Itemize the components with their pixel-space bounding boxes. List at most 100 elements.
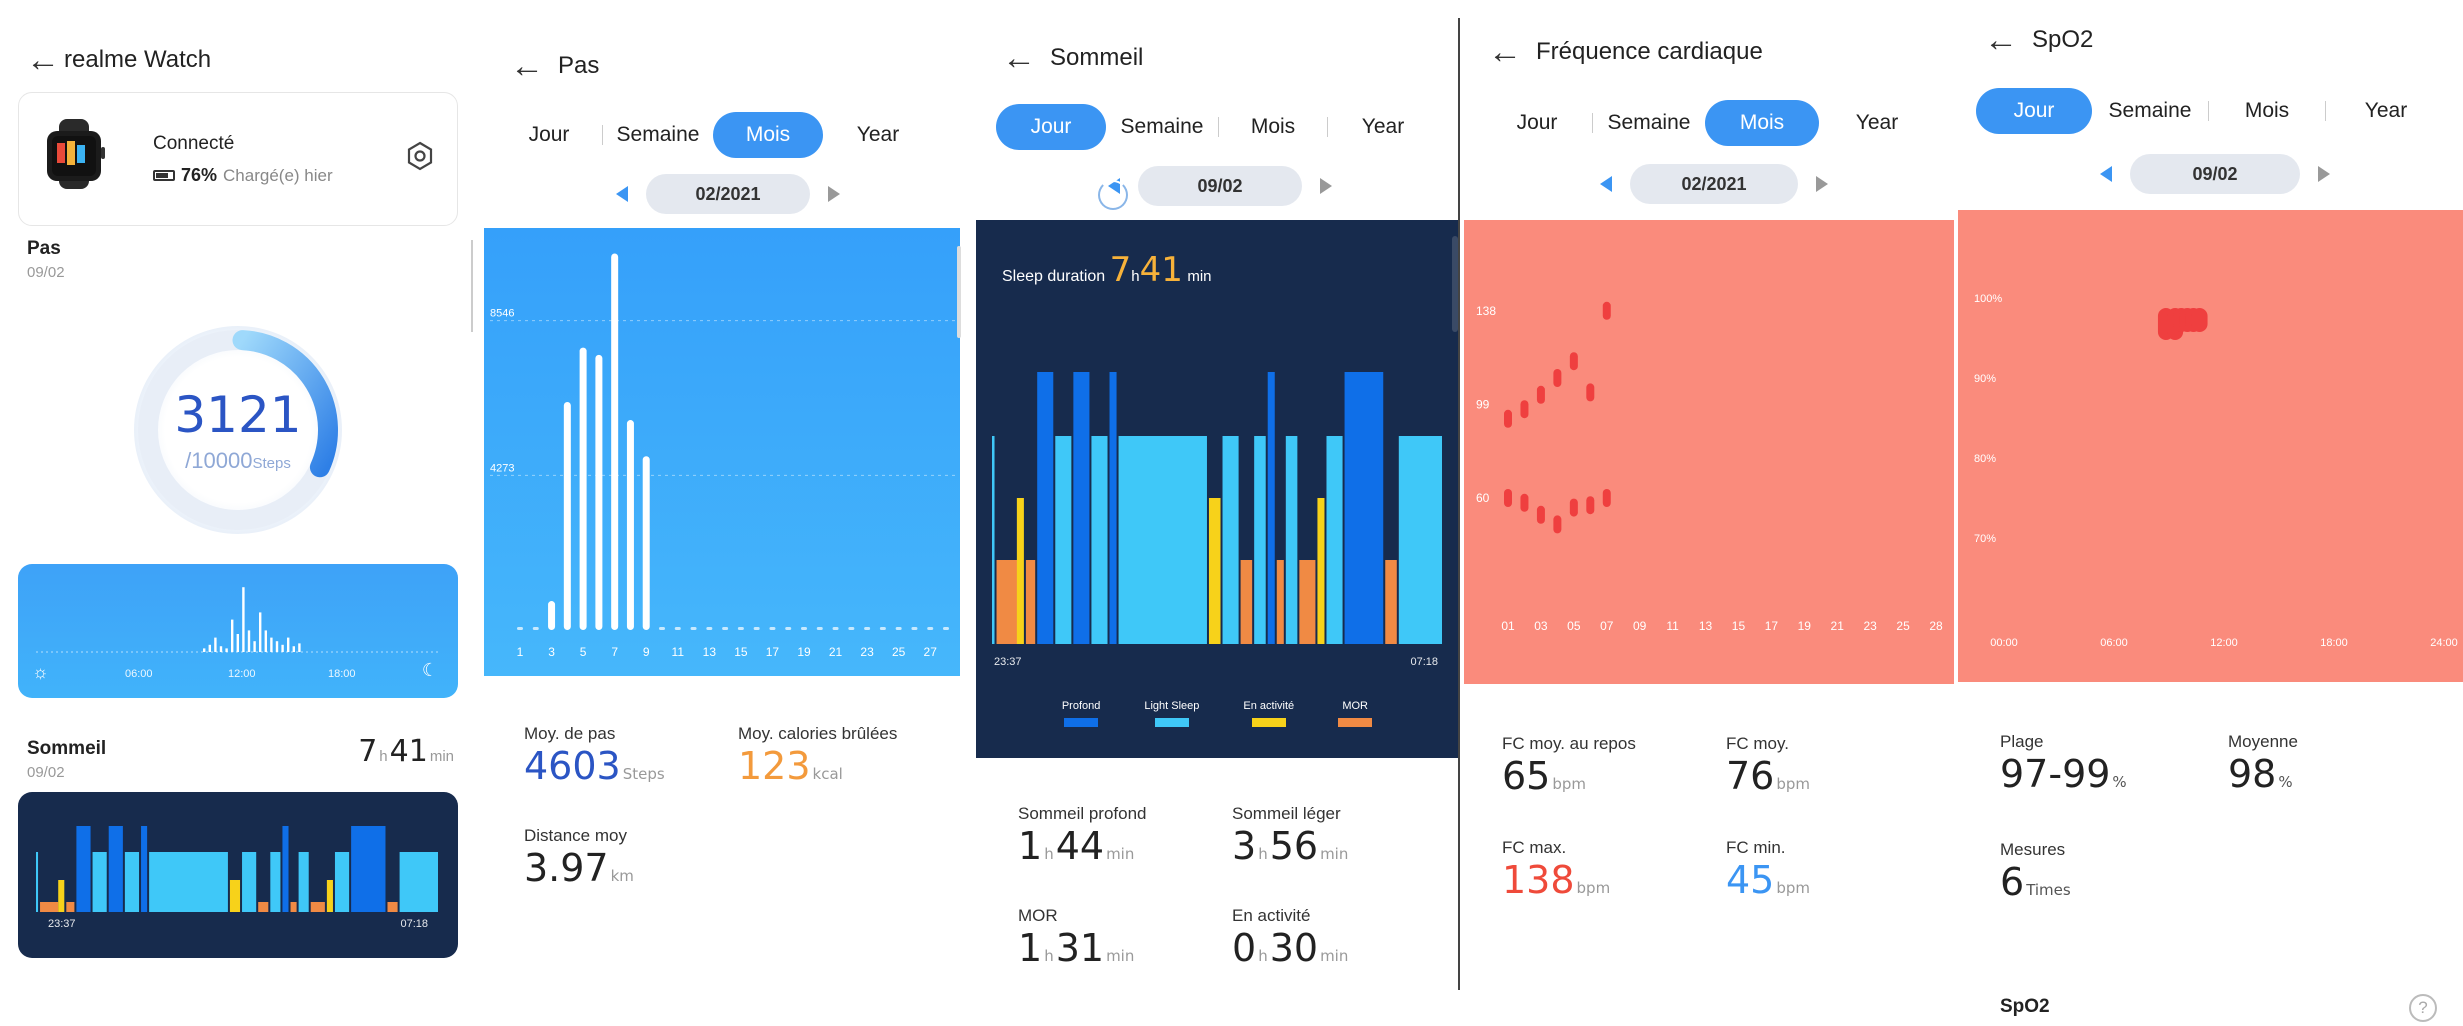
tab-jour[interactable]: Jour [528,123,570,146]
hr-point [1586,383,1595,402]
date-label[interactable]: 02/2021 [1630,164,1798,204]
tab-year[interactable]: Year [856,123,900,146]
steps-value: 3121 [174,386,302,444]
light-hours: 3 [1232,824,1257,868]
prev-date-icon[interactable] [1600,176,1612,192]
tab-semaine[interactable]: Semaine [1607,111,1691,134]
tab-mois[interactable]: Mois [1250,115,1296,138]
period-tabs: Jour Semaine Mois Year [996,104,1438,150]
sleep-stage-segment [1398,436,1442,644]
steps-chart[interactable]: 4273 8546 1 3 5 7 9 11 13 15 17 19 21 23 25 27 [484,228,960,676]
y-tick-label: 70% [1974,533,1996,545]
prev-date-icon[interactable] [2100,166,2112,182]
period-tabs: Jour Semaine Mois Year [1482,100,1935,146]
back-arrow-icon[interactable]: ← [1488,33,1522,71]
heart-rate-chart[interactable]: 60 99 138 01 03 05 07 09 11 13 15 17 19 21 23 25 28 [1464,220,1954,684]
tab-mois[interactable]: Mois [713,112,823,158]
avg-steps-unit: Steps [622,765,665,783]
scroll-indicator [471,240,473,332]
tab-semaine[interactable]: Semaine [616,123,700,146]
sleep-stage-segment [1299,560,1316,644]
tab-mois[interactable]: Mois [1705,100,1819,146]
measurements-label: Mesures [2000,840,2066,859]
help-icon[interactable]: ? [2409,994,2437,1022]
x-tick-label: 00:00 [1990,637,2018,649]
step-bar [642,456,650,630]
steps-mini-chart[interactable]: ☼ 06:00 12:00 18:00 ☾ [18,564,458,698]
sleep-stage-segment [92,852,107,912]
steps-progress-arc [232,330,338,478]
x-tick-label: 06:00 [2100,637,2128,649]
x-tick-label: 21 [829,645,843,659]
mini-step-bar [298,643,301,652]
deep-sleep-value: 1 h44 min [1018,824,1134,868]
date-label[interactable]: 09/02 [1138,166,1302,206]
device-card[interactable]: Connecté 76% Chargé(e) hier [18,92,458,226]
sleep-stage-segment [124,852,140,912]
tab-year[interactable]: Year [2364,99,2408,122]
spo2-section-title: SpO2 [2000,996,2050,1017]
next-date-icon[interactable] [828,186,840,202]
steps-ring[interactable]: 3121 /10000Steps [128,320,348,540]
spo2-chart[interactable]: 70% 80% 90% 100% 00:00 06:00 12:00 18:00 24:00 [1958,210,2463,682]
next-date-icon[interactable] [2318,166,2330,182]
mini-step-bar [214,637,217,652]
sleep-duration-label: Sleep duration [1002,268,1106,285]
sleep-stage-segment [298,852,309,912]
steps-section-title: Pas [27,238,61,259]
back-arrow-icon[interactable]: ← [26,41,60,79]
sleep-chart[interactable]: Sleep duration 7h41 min 23:37 07:18 Prof… [976,220,1458,758]
avg-hr-value: 76 bpm [1726,754,1810,798]
page-title: SpO2 [2032,26,2094,53]
hr-point [1569,352,1578,371]
tab-semaine[interactable]: Semaine [2108,99,2192,122]
tab-semaine[interactable]: Semaine [1120,115,1204,138]
moon-icon: ☾ [421,660,438,680]
back-arrow-icon[interactable]: ← [1002,39,1036,77]
mini-step-bar [264,630,267,652]
sleep-stage-segment [1208,498,1221,644]
back-arrow-icon[interactable]: ← [510,47,544,85]
date-navigator: 02/2021 [616,174,840,214]
active-value: 0 h30 min [1232,926,1348,970]
x-tick-label: 21 [1831,619,1845,633]
next-date-icon[interactable] [1816,176,1828,192]
sleep-stage-segment [1326,436,1343,644]
page-title: Fréquence cardiaque [1536,38,1763,65]
back-arrow-icon[interactable]: ← [1984,21,2018,59]
tab-year[interactable]: Year [1855,111,1899,134]
tab-mois[interactable]: Mois [2244,99,2290,122]
mini-step-bar [270,637,273,652]
avg-distance-unit: km [610,867,634,885]
settings-hex-icon[interactable] [405,141,435,171]
sleep-stage-segment [1016,498,1024,644]
mini-axis-label: 06:00 [125,668,153,680]
next-date-icon[interactable] [1320,178,1332,194]
sleep-duration-hours: 7 [1109,250,1132,290]
x-tick-label: 12:00 [2210,637,2238,649]
sleep-stage-segment [1276,560,1284,644]
x-tick-label: 25 [892,645,906,659]
deep-hours: 1 [1018,824,1043,868]
unit-h: h [1044,947,1054,965]
date-label[interactable]: 09/02 [2130,154,2300,194]
range-number: 97-99 [2000,752,2111,796]
sleep-start-label: 23:37 [48,918,76,930]
header: ← realme Watch [0,38,480,82]
header: ← SpO2 [1958,20,2463,60]
date-label[interactable]: 02/2021 [646,174,810,214]
sleep-stage-segment [1385,560,1397,644]
tab-year[interactable]: Year [1361,115,1405,138]
sleep-stage-segment [229,880,241,912]
tab-jour[interactable]: Jour [1516,111,1558,134]
sleep-mini-chart[interactable]: 23:37 07:18 [18,792,458,958]
sleep-stage-segment [282,826,289,912]
loading-spinner-icon [1098,180,1128,210]
sleep-stage-segment [1285,436,1298,644]
tab-jour[interactable]: Jour [1976,88,2092,134]
page-title: realme Watch [64,46,212,73]
prev-date-icon[interactable] [616,186,628,202]
header: ← Sommeil [976,38,1458,78]
mini-step-bar [219,646,223,652]
tab-jour[interactable]: Jour [996,104,1106,150]
